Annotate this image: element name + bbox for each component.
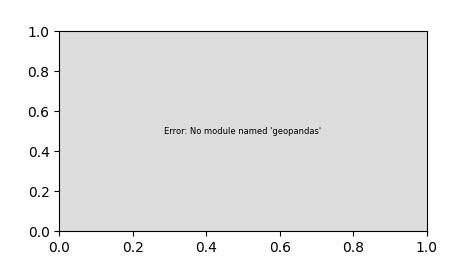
Text: Error: No module named 'geopandas': Error: No module named 'geopandas': [164, 127, 321, 136]
